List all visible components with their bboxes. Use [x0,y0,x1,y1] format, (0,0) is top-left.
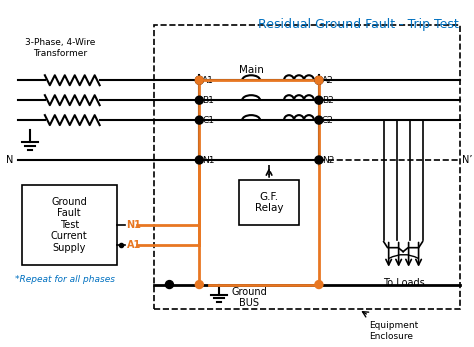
Text: A1: A1 [127,240,141,250]
Text: N: N [6,155,14,165]
Text: N1: N1 [127,220,141,230]
Circle shape [315,76,323,84]
FancyBboxPatch shape [239,180,299,225]
Text: Ground
BUS: Ground BUS [231,287,267,308]
Circle shape [195,156,203,164]
Text: B1: B1 [202,96,214,105]
Text: Equipment
Enclosure: Equipment Enclosure [369,321,418,341]
Text: Residual Ground Fault - Trip Test: Residual Ground Fault - Trip Test [258,18,458,32]
Text: N2: N2 [322,156,334,165]
Circle shape [315,96,323,104]
Circle shape [195,116,203,124]
Circle shape [195,76,203,84]
Text: 3-Phase, 4-Wire
Transformer: 3-Phase, 4-Wire Transformer [25,39,95,58]
Circle shape [195,76,203,84]
Circle shape [315,281,323,289]
Text: B2: B2 [322,96,334,105]
Circle shape [165,281,173,289]
Circle shape [195,96,203,104]
FancyBboxPatch shape [22,185,117,265]
Text: G.F.
Relay: G.F. Relay [255,192,283,213]
Circle shape [315,76,323,84]
Text: A2: A2 [322,76,334,85]
Text: To Loads: To Loads [383,278,425,288]
Text: A1: A1 [202,76,214,85]
Circle shape [315,116,323,124]
Text: Ground
Fault
Test
Current
Supply: Ground Fault Test Current Supply [51,196,88,253]
Circle shape [315,156,323,164]
Text: N1: N1 [202,156,215,165]
Circle shape [195,281,203,289]
Text: C2: C2 [322,116,334,125]
Text: Main: Main [239,65,264,75]
Text: *Repeat for all phases: *Repeat for all phases [15,274,115,283]
Text: C1: C1 [202,116,214,125]
Text: N’: N’ [463,155,473,165]
